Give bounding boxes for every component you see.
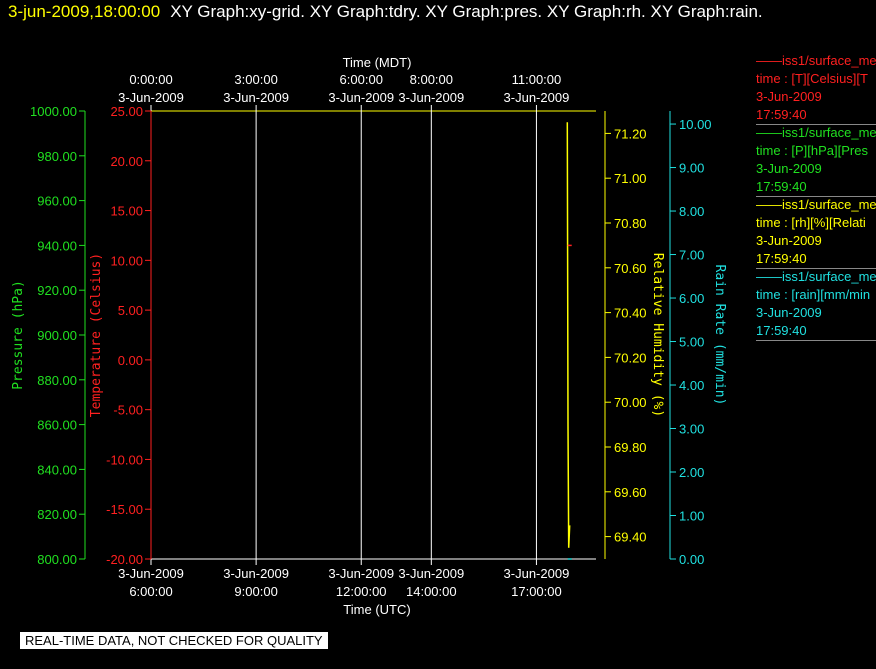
legend-series-name: ——iss1/surface_me — [756, 269, 876, 284]
legend-separator — [756, 124, 876, 125]
temperature-tick-label: 5.00 — [118, 303, 143, 318]
bottom-tick-time: 6:00:00 — [129, 584, 172, 599]
rain-tick-label: 5.00 — [679, 335, 704, 350]
rain-tick-label: 0.00 — [679, 552, 704, 567]
legend-time: 17:59:40 — [756, 179, 807, 194]
rain-tick-label: 4.00 — [679, 378, 704, 393]
top-tick-date: 3-Jun-2009 — [504, 90, 570, 105]
pressure-tick-label: 940.00 — [37, 238, 77, 253]
top-tick-time: 6:00:00 — [340, 72, 383, 87]
rh-tick-label: 70.80 — [614, 216, 647, 231]
rh-tick-label: 69.60 — [614, 485, 647, 500]
series-line-rh — [566, 122, 571, 548]
rain-tick-label: 3.00 — [679, 422, 704, 437]
temperature-tick-label: -5.00 — [113, 403, 143, 418]
pressure-tick-label: 820.00 — [37, 507, 77, 522]
rain-tick-label: 8.00 — [679, 204, 704, 219]
top-tick-date: 3-Jun-2009 — [118, 90, 184, 105]
legend-series-desc: time : [P][hPa][Pres — [756, 143, 868, 158]
bottom-tick-date: 3-Jun-2009 — [223, 566, 289, 581]
bottom-tick-time: 17:00:00 — [511, 584, 562, 599]
rh-tick-label: 70.60 — [614, 261, 647, 276]
rh-tick-label: 70.20 — [614, 350, 647, 365]
rh-axis-title: Relative Humidity (%) — [650, 253, 665, 417]
legend-series-desc: time : [rh][%][Relati — [756, 215, 866, 230]
pressure-tick-label: 860.00 — [37, 418, 77, 433]
temperature-tick-label: 25.00 — [110, 104, 143, 119]
top-tick-time: 8:00:00 — [410, 72, 453, 87]
quality-notice: REAL-TIME DATA, NOT CHECKED FOR QUALITY — [20, 632, 328, 649]
rh-tick-label: 70.00 — [614, 395, 647, 410]
bottom-tick-date: 3-Jun-2009 — [328, 566, 394, 581]
rh-tick-label: 71.00 — [614, 171, 647, 186]
pressure-tick-label: 920.00 — [37, 283, 77, 298]
pressure-tick-label: 1000.00 — [30, 104, 77, 119]
legend-date: 3-Jun-2009 — [756, 89, 822, 104]
legend-date: 3-Jun-2009 — [756, 305, 822, 320]
legend-series-desc: time : [rain][mm/min — [756, 287, 871, 302]
bottom-tick-date: 3-Jun-2009 — [398, 566, 464, 581]
rh-tick-label: 71.20 — [614, 126, 647, 141]
temperature-tick-label: 20.00 — [110, 154, 143, 169]
pressure-tick-label: 800.00 — [37, 552, 77, 567]
temperature-axis-title: Temperature (Celsius) — [89, 253, 104, 417]
pressure-tick-label: 840.00 — [37, 462, 77, 477]
legend-separator — [756, 196, 876, 197]
top-tick-time: 11:00:00 — [512, 72, 562, 87]
title-bar: 3-jun-2009,18:00:00 XY Graph:xy-grid. XY … — [8, 2, 763, 22]
pressure-axis-title: Pressure (hPa) — [11, 280, 26, 390]
rain-tick-label: 9.00 — [679, 161, 704, 176]
title-graph-list: XY Graph:xy-grid. XY Graph:tdry. XY Grap… — [170, 2, 763, 21]
bottom-tick-time: 12:00:00 — [336, 584, 387, 599]
pressure-tick-label: 880.00 — [37, 373, 77, 388]
top-tick-time: 3:00:00 — [234, 72, 277, 87]
legend-series-name: ——iss1/surface_me — [756, 197, 876, 212]
rh-tick-label: 69.40 — [614, 530, 647, 545]
legend-time: 17:59:40 — [756, 323, 807, 338]
bottom-tick-time: 14:00:00 — [406, 584, 457, 599]
temperature-tick-label: -10.00 — [106, 452, 143, 467]
temperature-tick-label: 15.00 — [110, 204, 143, 219]
pressure-tick-label: 900.00 — [37, 328, 77, 343]
top-tick-date: 3-Jun-2009 — [223, 90, 289, 105]
rain-axis-title: Rain Rate (mm/min) — [712, 265, 727, 406]
legend-separator — [756, 340, 876, 341]
rain-tick-label: 1.00 — [679, 509, 704, 524]
top-tick-date: 3-Jun-2009 — [328, 90, 394, 105]
legend-series-desc: time : [T][Celsius][T — [756, 71, 868, 86]
bottom-tick-time: 9:00:00 — [234, 584, 277, 599]
rh-tick-label: 69.80 — [614, 440, 647, 455]
bottom-tick-date: 3-Jun-2009 — [504, 566, 570, 581]
rain-tick-label: 10.00 — [679, 117, 712, 132]
bottom-tick-date: 3-Jun-2009 — [118, 566, 184, 581]
top-axis-title: Time (MDT) — [343, 55, 412, 70]
rh-tick-label: 70.40 — [614, 306, 647, 321]
bottom-axis-title: Time (UTC) — [343, 602, 410, 617]
title-timestamp: 3-jun-2009,18:00:00 — [8, 2, 161, 21]
temperature-tick-label: -15.00 — [106, 502, 143, 517]
legend-time: 17:59:40 — [756, 251, 807, 266]
temperature-tick-label: -20.00 — [106, 552, 143, 567]
temperature-tick-label: 0.00 — [118, 353, 143, 368]
pressure-tick-label: 960.00 — [37, 194, 77, 209]
pressure-tick-label: 980.00 — [37, 149, 77, 164]
legend-time: 17:59:40 — [756, 107, 807, 122]
top-tick-time: 0:00:00 — [129, 72, 172, 87]
legend-series-name: ——iss1/surface_me — [756, 53, 876, 68]
rain-tick-label: 2.00 — [679, 465, 704, 480]
legend-date: 3-Jun-2009 — [756, 161, 822, 176]
legend-date: 3-Jun-2009 — [756, 233, 822, 248]
legend-separator — [756, 268, 876, 269]
rain-tick-label: 6.00 — [679, 291, 704, 306]
legend-series-name: ——iss1/surface_me — [756, 125, 876, 140]
temperature-tick-label: 10.00 — [110, 253, 143, 268]
rain-tick-label: 7.00 — [679, 248, 704, 263]
top-tick-date: 3-Jun-2009 — [398, 90, 464, 105]
